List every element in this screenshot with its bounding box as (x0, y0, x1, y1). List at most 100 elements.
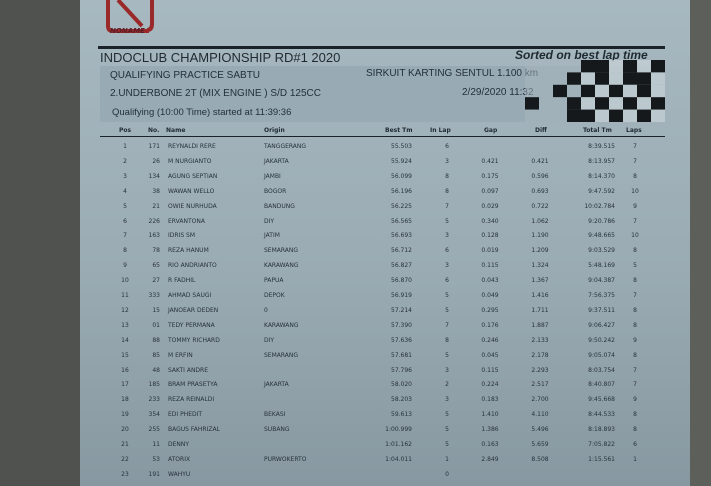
table-row: 13 01 TEDY PERMANA KARAWANG 57.390 7 0.176 1.88… (0, 322, 711, 336)
cell-pos: 23 (121, 470, 129, 478)
table-row: 15 85 M ERFIN SEMARANG 57.681 5 0.045 2.178 9:05… (0, 352, 711, 366)
col-total: Total Tm (583, 127, 612, 134)
cell-name: REZA REINALDI (168, 396, 215, 404)
cell-best: 57.636 (391, 336, 412, 344)
cell-total: 8:44.533 (588, 411, 615, 419)
noname-logo (106, 0, 154, 33)
cell-gap: 0.224 (481, 381, 499, 389)
cell-gap: 0.043 (481, 277, 499, 285)
cell-gap: 0.183 (481, 396, 499, 404)
cell-laps: 8 (633, 277, 637, 285)
cell-name: OWIE NURHUDA (168, 202, 217, 210)
cell-no: 15 (152, 306, 160, 314)
col-origin: Origin (264, 127, 285, 134)
cell-inlap: 5 (445, 411, 449, 419)
cell-origin: DEPOK (264, 292, 285, 299)
flag-square (651, 97, 665, 110)
cell-total: 9:05.074 (588, 351, 615, 359)
cell-inlap: 2 (445, 381, 449, 389)
cell-inlap: 5 (445, 441, 449, 448)
cell-gap: 0.163 (481, 441, 499, 448)
flag-square (637, 60, 651, 73)
flag-square (581, 84, 595, 98)
cell-gap: 0.115 (481, 366, 499, 374)
cell-gap: 2.849 (481, 455, 499, 463)
table-row: 23 191 WAHYU 0 (0, 471, 711, 485)
cell-pos: 10 (121, 277, 129, 285)
cell-diff: 1.062 (531, 217, 549, 225)
cell-gap: 0.128 (481, 232, 499, 240)
flag-square (623, 84, 637, 98)
col-gap: Gap (484, 127, 498, 134)
cell-best: 57.214 (391, 306, 412, 314)
cell-pos: 17 (121, 381, 129, 389)
cell-laps: 8 (633, 321, 637, 329)
table-row: 20 255 BAGUS FAHRIZAL SUBANG 1:00.999 5 1.386 5… (0, 426, 711, 440)
cell-no: 88 (152, 336, 160, 344)
cell-no: 333 (148, 292, 160, 299)
cell-diff: 1.209 (531, 247, 549, 255)
cell-diff: 2.293 (531, 366, 549, 374)
flag-square (637, 72, 651, 85)
class-name: 2.UNDERBONE 2T (MIX ENGINE ) S/D 125CC (110, 88, 321, 99)
col-inlap: In Lap (430, 127, 451, 134)
cell-name: SAKTI ANDRE (168, 366, 209, 374)
cell-diff: 2.178 (531, 351, 549, 359)
cell-no: 11 (152, 441, 160, 448)
cell-origin: DIY (264, 217, 275, 225)
table-row: 16 48 SAKTI ANDRE 57.796 3 0.115 2.293 8:03.754… (0, 367, 711, 381)
cell-laps: 8 (633, 351, 637, 359)
cell-no: 163 (148, 232, 160, 240)
cell-total: 9:20.786 (588, 217, 615, 225)
cell-pos: 12 (121, 306, 129, 314)
cell-no: 21 (152, 202, 160, 210)
flag-square (567, 84, 581, 98)
flag-square (567, 72, 581, 85)
cell-pos: 18 (121, 396, 129, 404)
cell-origin: KARAWANG (264, 321, 299, 329)
cell-best: 56.827 (391, 262, 412, 270)
table-row: 10 27 R FADHIL PAPUA 56.870 6 0.043 1.367 9:04.3… (0, 277, 711, 291)
cell-pos: 2 (123, 157, 127, 165)
cell-inlap: 1 (445, 455, 449, 463)
col-no: No. (148, 127, 160, 134)
cell-pos: 13 (121, 321, 129, 329)
cell-origin: PURWOKERTO (264, 455, 307, 463)
cell-diff: 2.517 (531, 381, 549, 389)
cell-diff: 5.496 (531, 426, 549, 434)
table-row: 7 163 IDRIS SM JATIM 56.693 3 0.128 1.190 9:48.6… (0, 232, 711, 246)
cell-no: 255 (148, 426, 160, 434)
cell-no: 185 (148, 381, 160, 389)
flag-square (609, 109, 623, 122)
table-row: 14 88 TOMMY RICHARD DIY 57.636 8 0.246 2.133 9:5… (0, 337, 711, 351)
cell-inlap: 5 (445, 306, 449, 314)
table-row: 21 11 DENNY 1:01.162 5 0.163 5.659 7:05.822 6 (0, 441, 711, 455)
flag-square (609, 72, 623, 85)
cell-name: REZA HANUM (168, 247, 209, 255)
table-row: 4 38 WAWAN WELLO BOGOR 56.196 8 0.097 0.693 9:47… (0, 188, 711, 202)
flag-square (651, 60, 665, 73)
cell-diff: 1.324 (531, 262, 549, 270)
print-datetime: 2/29/2020 11:32 (462, 87, 534, 98)
cell-no: 48 (152, 366, 160, 374)
cell-total: 8:39.515 (588, 143, 615, 150)
cell-no: 01 (152, 321, 160, 329)
cell-diff: 1.711 (531, 306, 549, 314)
cell-inlap: 6 (445, 247, 449, 255)
cell-gap: 0.295 (481, 306, 499, 314)
cell-origin: JAMBI (264, 172, 281, 180)
cell-no: 65 (152, 262, 160, 270)
cell-inlap: 3 (445, 366, 449, 374)
header-divider (100, 136, 665, 137)
cell-pos: 7 (123, 232, 127, 240)
cell-laps: 9 (633, 336, 637, 344)
circuit-name: SIRKUIT KARTING SENTUL 1.100 km (366, 68, 539, 79)
cell-best: 1:04.011 (385, 455, 412, 463)
cell-total: 9:48.665 (588, 232, 615, 240)
table-row: 22 53 ATORIX PURWOKERTO 1:04.011 1 2.849 8.508 1… (0, 456, 711, 470)
cell-inlap: 7 (445, 202, 449, 210)
flag-square (623, 72, 637, 85)
cell-inlap: 3 (445, 396, 449, 404)
cell-origin: SEMARANG (264, 351, 299, 359)
cell-inlap: 7 (445, 321, 449, 329)
